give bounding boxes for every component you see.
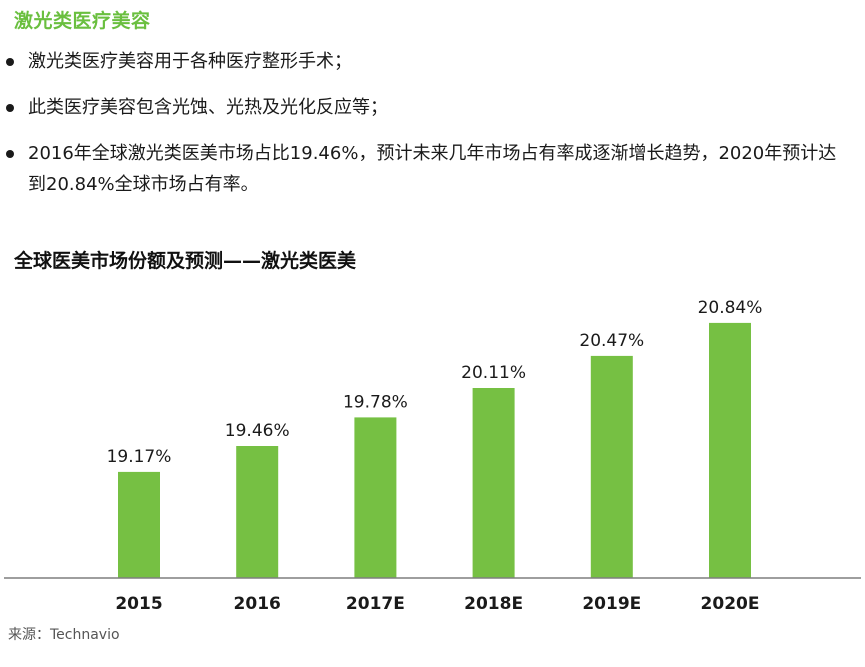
bullet-list: 激光类医疗美容用于各种医疗整形手术； 此类医疗美容包含光蚀、光热及光化反应等； … [0, 46, 865, 215]
bar-2018E [472, 388, 515, 578]
bullet-dot-icon [6, 104, 14, 112]
bullet-item: 此类医疗美容包含光蚀、光热及光化反应等； [0, 92, 865, 123]
data-label-2015: 19.17% [107, 447, 172, 467]
x-tick-label-2017E: 2017E [346, 594, 405, 614]
bar-2015 [118, 471, 160, 578]
bar-chart: 19.17% 2015 19.46% 2016 19.78% 2017E 20.11% 201… [4, 298, 861, 614]
x-tick-label-2016: 2016 [234, 594, 281, 614]
bar-2019E [590, 355, 633, 578]
bullet-dot-icon [6, 150, 14, 158]
data-label-2016: 19.46% [225, 421, 290, 441]
bar-2017E [354, 417, 397, 578]
bullet-item: 激光类医疗美容用于各种医疗整形手术； [0, 46, 865, 77]
chart-title: 全球医美市场份额及预测——激光类医美 [14, 250, 357, 272]
bar-2020E [709, 322, 751, 578]
bullet-text: 此类医疗美容包含光蚀、光热及光化反应等； [28, 97, 388, 118]
bullet-item: 2016年全球激光类医美市场占比19.46%，预计未来几年市场占有率成逐渐增长趋… [0, 138, 865, 200]
bar-2016 [236, 446, 279, 578]
x-tick-label-2020E: 2020E [701, 594, 760, 614]
bullet-text: 2016年全球激光类医美市场占比19.46%，预计未来几年市场占有率成逐渐增长趋… [28, 143, 837, 195]
x-tick-label-2015: 2015 [115, 594, 162, 614]
data-label-2018E: 20.11% [461, 363, 526, 383]
bullet-dot-icon [6, 58, 14, 66]
bullet-text: 激光类医疗美容用于各种医疗整形手术； [28, 51, 352, 72]
data-label-2019E: 20.47% [579, 331, 644, 351]
data-label-2017E: 19.78% [343, 392, 408, 412]
data-label-2020E: 20.84% [698, 298, 763, 318]
section-title: 激光类医疗美容 [14, 10, 151, 32]
x-tick-label-2018E: 2018E [464, 594, 523, 614]
source-note: 来源：Technavio [8, 627, 120, 643]
x-tick-label-2019E: 2019E [582, 594, 641, 614]
